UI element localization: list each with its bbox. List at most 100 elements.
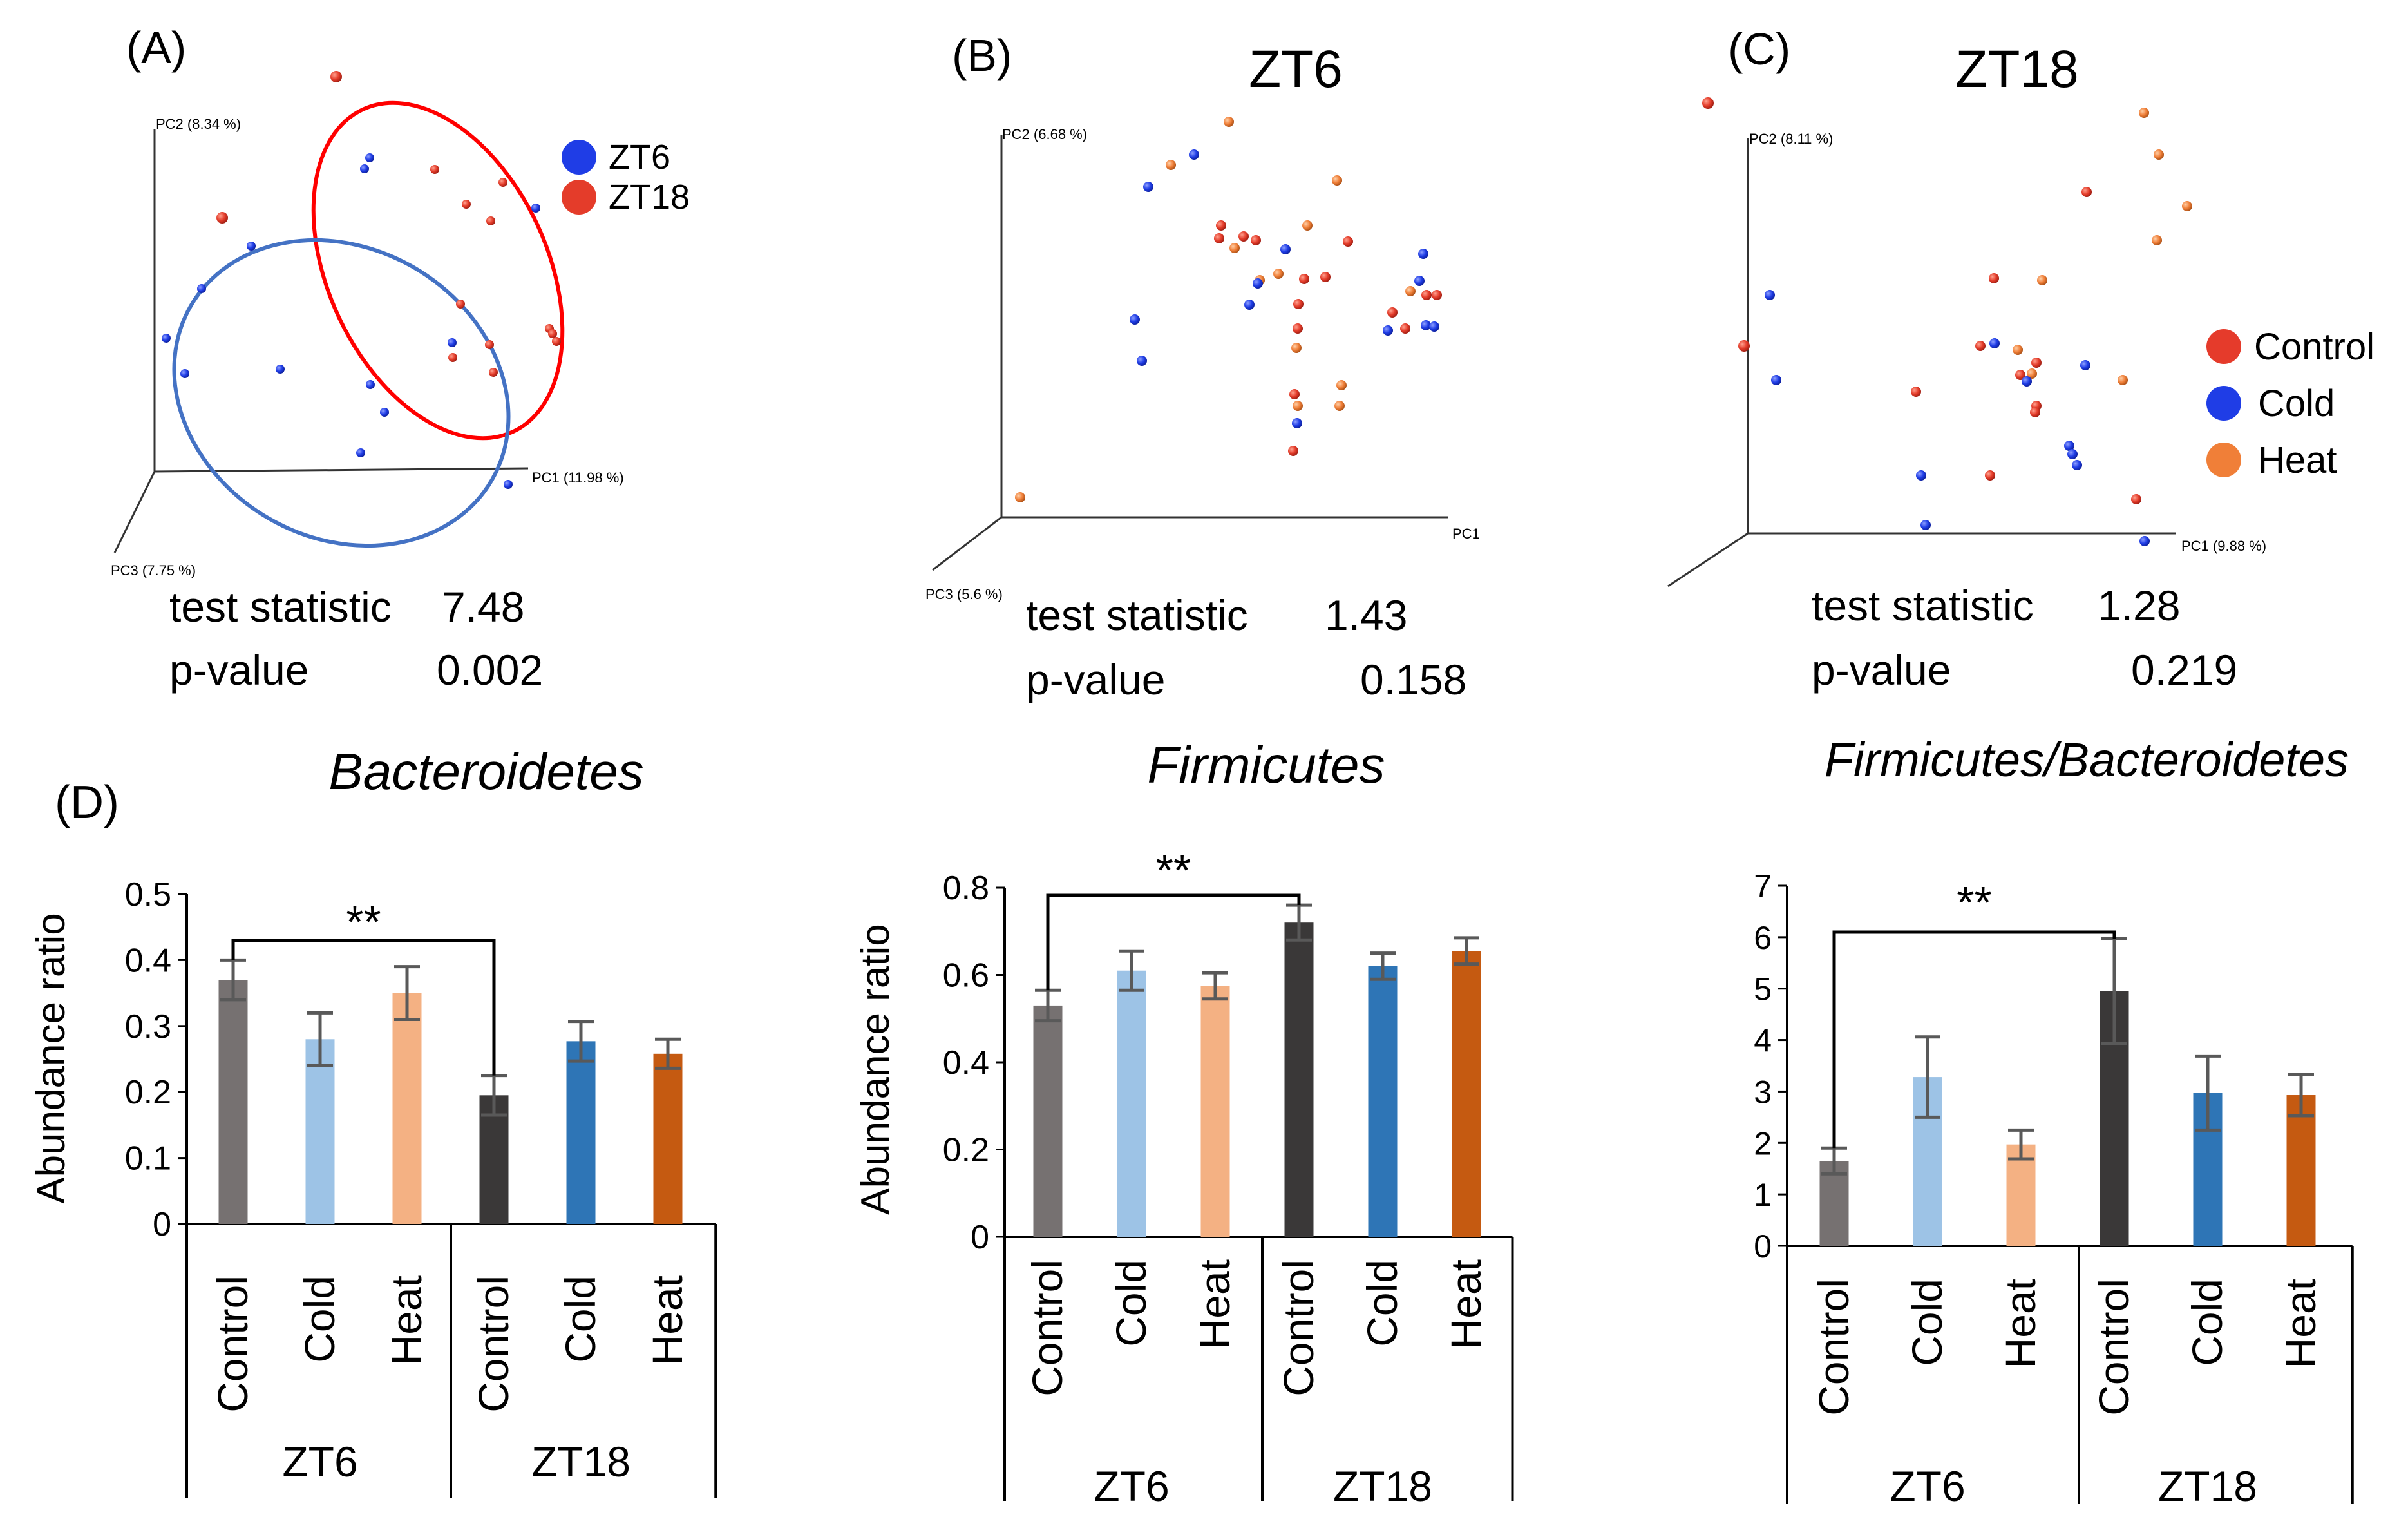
significance-stars: ** bbox=[1957, 877, 1991, 928]
bar bbox=[2286, 1095, 2316, 1246]
point bbox=[1143, 182, 1153, 192]
point bbox=[1400, 323, 1410, 334]
bar bbox=[2006, 1144, 2036, 1246]
bar bbox=[1033, 1005, 1063, 1237]
point bbox=[1214, 233, 1224, 243]
y-tick-label: 0.6 bbox=[943, 957, 989, 995]
panel-label-c: (C) bbox=[1728, 24, 1790, 74]
point bbox=[330, 71, 342, 82]
point bbox=[1989, 273, 1999, 283]
pc1-axis-a bbox=[154, 467, 529, 473]
point bbox=[2154, 149, 2164, 160]
point bbox=[2118, 375, 2128, 385]
point bbox=[1383, 325, 1393, 336]
y-tick-label: 7 bbox=[1754, 868, 1772, 904]
point bbox=[1916, 470, 1926, 481]
group-label-zt6: ZT6 bbox=[282, 1438, 357, 1485]
point bbox=[1273, 269, 1284, 279]
point bbox=[2152, 235, 2162, 245]
legend-marker-heat bbox=[2206, 443, 2241, 477]
pc3-axis-c bbox=[1667, 532, 1749, 587]
point bbox=[489, 368, 498, 377]
point bbox=[1332, 175, 1342, 186]
point bbox=[276, 365, 285, 374]
point bbox=[1293, 299, 1304, 309]
y-tick-label: 0.1 bbox=[125, 1140, 171, 1178]
point bbox=[430, 165, 439, 174]
point bbox=[1771, 375, 1781, 385]
point bbox=[485, 340, 494, 349]
pc2-label-b: PC2 (6.68 %) bbox=[1002, 126, 1087, 142]
legend-label-zt6: ZT6 bbox=[609, 138, 670, 177]
group-label-zt18: ZT18 bbox=[531, 1438, 630, 1485]
bar bbox=[1368, 966, 1398, 1237]
bar bbox=[1200, 986, 1230, 1237]
pc3-axis-a bbox=[113, 471, 156, 553]
scatter-points-a bbox=[162, 71, 561, 489]
y-tick-label: 0 bbox=[153, 1206, 171, 1243]
point bbox=[1387, 307, 1398, 318]
stat-label-a: test statistic bbox=[169, 583, 392, 631]
y-tick-label: 0.2 bbox=[125, 1074, 171, 1111]
point bbox=[456, 300, 465, 309]
pc2-label-a: PC2 (8.34 %) bbox=[156, 116, 241, 132]
stat-value-b: 1.43 bbox=[1325, 591, 1407, 639]
chart-title: Firmicutes bbox=[1148, 736, 1385, 794]
point bbox=[1405, 286, 1416, 296]
point bbox=[1336, 380, 1347, 390]
chart-title-b: ZT6 bbox=[1249, 40, 1343, 99]
point bbox=[2067, 449, 2078, 459]
legend-label-cold: Cold bbox=[2258, 383, 2335, 425]
point bbox=[1975, 341, 1986, 351]
pc3-axis-b bbox=[932, 516, 1002, 571]
bar bbox=[479, 1095, 509, 1224]
point bbox=[1421, 290, 1432, 300]
point bbox=[1015, 492, 1025, 502]
pvalue-label-c: p-value bbox=[1812, 646, 1951, 694]
point bbox=[2139, 536, 2150, 546]
point bbox=[1702, 97, 1714, 109]
point bbox=[1414, 276, 1425, 286]
point bbox=[1429, 321, 1439, 332]
legend-label-control: Control bbox=[2254, 326, 2375, 368]
legend-label-heat: Heat bbox=[2258, 439, 2337, 481]
stat-value-c: 1.28 bbox=[2098, 582, 2180, 629]
point bbox=[1291, 343, 1302, 353]
pc3-label-b: PC3 (5.6 %) bbox=[925, 586, 1003, 602]
point bbox=[1244, 300, 1255, 310]
point bbox=[448, 338, 457, 347]
y-tick-label: 0.8 bbox=[943, 870, 989, 907]
category-label: Cold bbox=[1358, 1259, 1406, 1347]
pc1-label-b: PC1 bbox=[1452, 526, 1480, 542]
point bbox=[2027, 368, 2037, 379]
point bbox=[216, 212, 228, 224]
pc2-label-c: PC2 (8.11 %) bbox=[1749, 131, 1833, 147]
point bbox=[356, 448, 365, 457]
legend-a: ZT6 ZT18 bbox=[562, 138, 690, 216]
panel-a: (A) PC2 (8.34 %) PC1 (11.98 %) PC3 (7.75… bbox=[111, 23, 690, 694]
category-label: Heat bbox=[2277, 1279, 2324, 1368]
point bbox=[531, 204, 540, 213]
category-label: Cold bbox=[556, 1275, 604, 1363]
point bbox=[1911, 387, 1921, 397]
point bbox=[1293, 323, 1303, 334]
point bbox=[1343, 236, 1353, 247]
chart-title: Firmicutes/Bacteroidetes bbox=[1825, 733, 2349, 787]
point bbox=[1920, 520, 1931, 530]
stat-value-a: 7.48 bbox=[442, 583, 524, 631]
point bbox=[2015, 370, 2025, 380]
bar bbox=[305, 1039, 335, 1224]
category-label: Control bbox=[209, 1275, 256, 1413]
y-tick-label: 3 bbox=[1754, 1074, 1772, 1110]
point bbox=[1320, 272, 1331, 282]
group-label-zt6: ZT6 bbox=[1890, 1462, 1965, 1510]
category-label: Heat bbox=[383, 1275, 430, 1365]
point bbox=[1299, 274, 1309, 284]
scatter-points-b bbox=[1015, 117, 1442, 502]
category-label: Heat bbox=[1996, 1279, 2044, 1368]
point bbox=[2013, 345, 2023, 355]
bar-chart-firmicutes: Firmicutes Abundance ratio 0 0.2 0.4 0.6 0.8… bbox=[853, 736, 1514, 1510]
pvalue-label-b: p-value bbox=[1026, 656, 1165, 703]
y-tick-label: 5 bbox=[1754, 971, 1772, 1007]
